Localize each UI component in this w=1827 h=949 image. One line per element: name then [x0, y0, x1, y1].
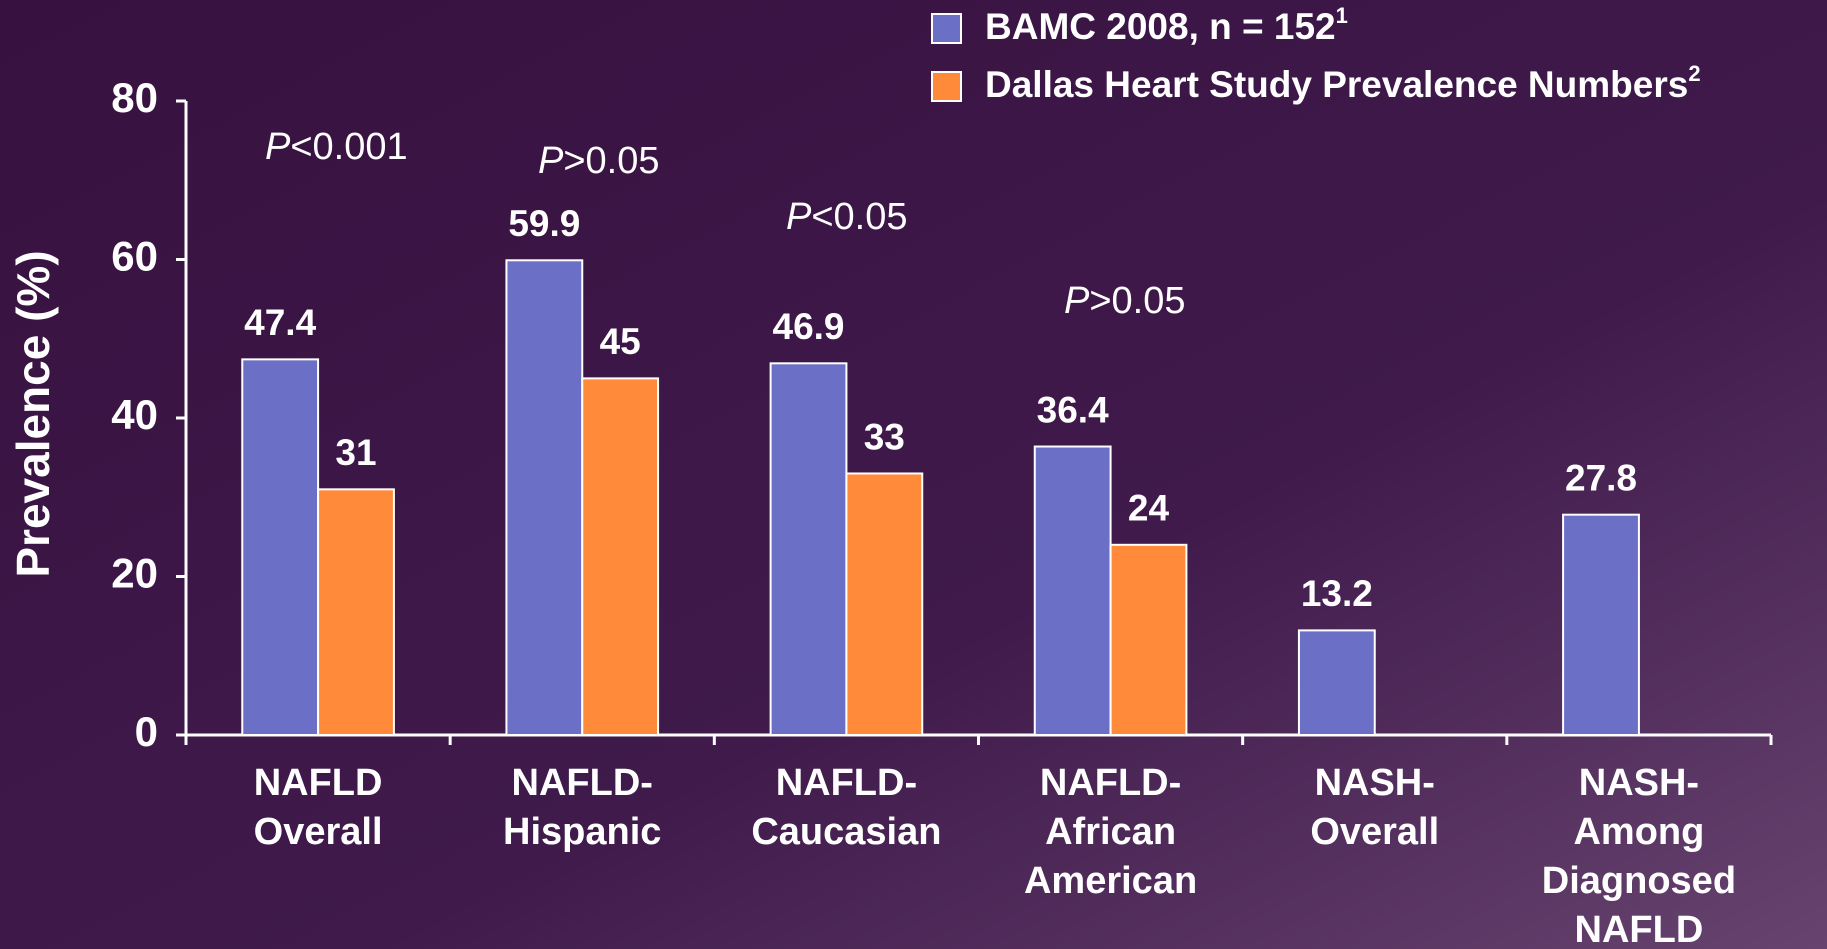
y-tick-label: 0 — [135, 708, 158, 755]
value-label: 36.4 — [1037, 389, 1109, 430]
x-tick-label-line: Among — [1573, 811, 1704, 853]
annotation: P<0.05 — [786, 196, 908, 238]
x-tick-label: NAFLD- African American — [1024, 762, 1197, 902]
x-tick-label-line: NAFLD- — [512, 762, 653, 804]
x-tick-label-line: NASH- — [1315, 762, 1435, 804]
legend-footnote: 1 — [1336, 3, 1348, 28]
value-label: 45 — [600, 321, 641, 362]
bar — [317, 488, 395, 737]
x-tick-label-line: Overall — [1310, 811, 1439, 853]
value-label: 13.2 — [1301, 573, 1373, 614]
value-label: 31 — [335, 432, 376, 473]
x-tick-label-line: American — [1024, 860, 1197, 902]
legend-label: BAMC 2008, n = 1521 — [985, 3, 1348, 47]
x-tick-label: NASH- Overall — [1310, 762, 1439, 853]
value-label: 46.9 — [773, 306, 845, 347]
annotation-text: >0.05 — [1089, 280, 1185, 322]
bar — [845, 472, 924, 736]
annotation: P>0.05 — [1064, 280, 1186, 322]
x-tick-label: NASH- Among Diagnosed NAFLD — [1542, 762, 1736, 949]
bar — [769, 362, 848, 736]
value-label: 33 — [864, 416, 905, 457]
x-tick-label-line: NAFLD — [254, 762, 383, 804]
y-tick-label: 40 — [111, 391, 158, 438]
bar — [581, 377, 660, 736]
annotation: P>0.05 — [538, 140, 660, 182]
legend-label: Dallas Heart Study Prevalence Numbers2 — [985, 61, 1701, 105]
legend-name: Dallas Heart Study Prevalence Numbers — [985, 64, 1688, 105]
x-tick-label-line: Diagnosed — [1542, 860, 1736, 902]
value-label: 59.9 — [508, 203, 580, 244]
x-tick-label-line: Overall — [254, 811, 383, 853]
annotation: P<0.001 — [265, 126, 408, 168]
annotation-italic: P — [786, 196, 812, 238]
x-tick-label-line: Hispanic — [503, 811, 661, 853]
y-tick-label: 80 — [111, 74, 158, 121]
value-label: 24 — [1128, 488, 1170, 529]
legend-footnote: 2 — [1688, 61, 1700, 86]
x-tick-label: NAFLD- Hispanic — [503, 762, 661, 853]
x-tick-label-line: NAFLD- — [1040, 762, 1181, 804]
value-label: 47.4 — [244, 302, 316, 343]
y-tick-label: 60 — [111, 233, 158, 280]
bar — [1033, 445, 1112, 736]
x-tick-label: NAFLD Overall — [254, 762, 383, 853]
bar — [1562, 513, 1640, 736]
value-label: 27.8 — [1565, 457, 1637, 498]
bar — [241, 358, 320, 736]
annotation-italic: P — [538, 140, 564, 182]
legend-swatch — [931, 13, 962, 44]
annotation-text: <0.001 — [290, 126, 407, 168]
bar — [1297, 629, 1376, 737]
x-tick-label: NAFLD- Caucasian — [751, 762, 941, 853]
legend-name: BAMC 2008, n = 152 — [985, 6, 1336, 47]
legend-swatch — [931, 71, 962, 102]
annotation-italic: P — [265, 126, 291, 168]
x-tick-label-line: Caucasian — [751, 811, 941, 853]
x-tick-label-line: NAFLD- — [776, 762, 917, 804]
annotation-text: <0.05 — [811, 196, 907, 238]
annotation-italic: P — [1064, 280, 1090, 322]
bar — [1109, 543, 1188, 736]
y-axis-label: Prevalence (%) — [7, 250, 59, 577]
x-tick-label-line: NASH- — [1579, 762, 1699, 804]
x-tick-label-line: African — [1045, 811, 1176, 853]
annotation-text: >0.05 — [563, 140, 659, 182]
y-tick-label: 20 — [111, 550, 158, 597]
bar — [505, 259, 584, 736]
x-tick-label-line: NAFLD — [1575, 909, 1704, 949]
